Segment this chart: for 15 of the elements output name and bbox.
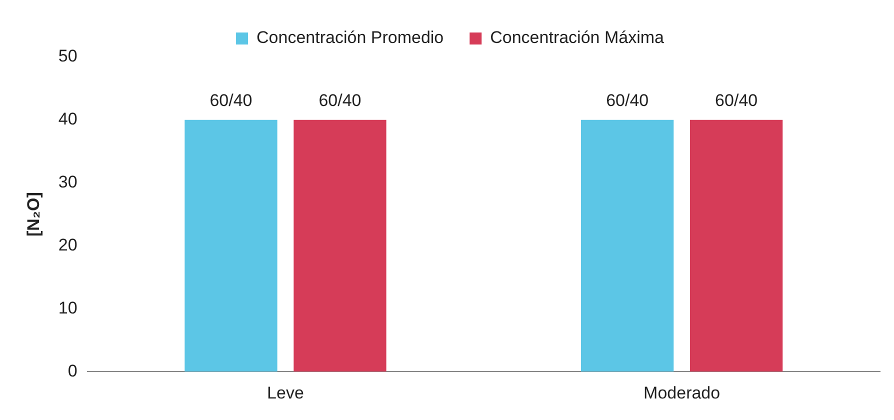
y-tick-label: 30 <box>58 172 78 192</box>
y-tick-label: 0 <box>68 361 78 380</box>
legend-label: Concentración Promedio <box>256 28 444 48</box>
data-label: 60/40 <box>715 91 758 110</box>
y-tick-label: 40 <box>58 110 78 129</box>
x-tick-label: Moderado <box>644 383 720 402</box>
y-tick-label: 50 <box>58 46 78 66</box>
y-tick-label: 20 <box>58 235 78 254</box>
x-tick-label: Leve <box>267 383 304 402</box>
y-axis-title: [N₂O] <box>24 192 43 236</box>
data-label: 60/40 <box>210 91 252 110</box>
data-label: 60/40 <box>606 91 649 110</box>
y-tick-label: 10 <box>58 298 78 318</box>
data-label: 60/40 <box>318 91 362 110</box>
legend-label: Concentración Máxima <box>490 28 665 48</box>
